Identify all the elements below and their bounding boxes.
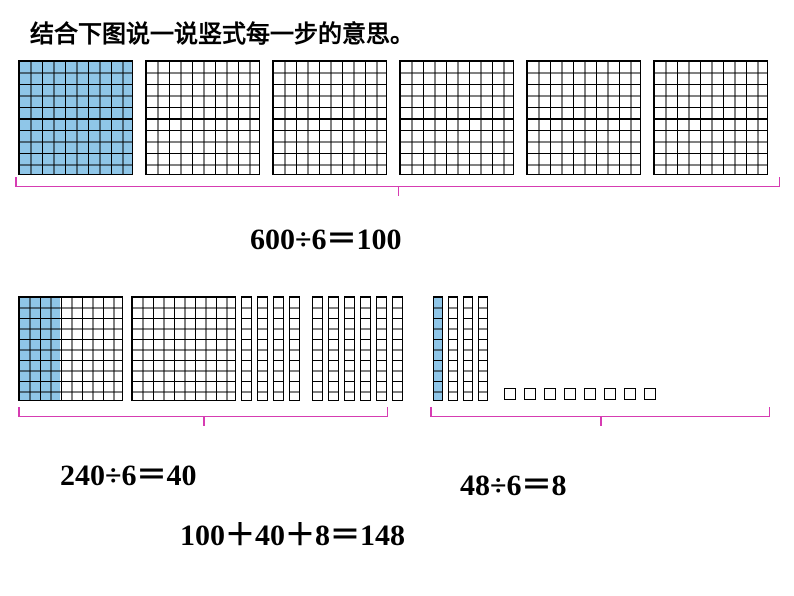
- brace-240: [18, 416, 388, 417]
- ten-strip: [478, 296, 488, 401]
- ten-strip: [312, 296, 323, 401]
- page-title: 结合下图说一说竖式每一步的意思。: [30, 14, 414, 49]
- ten-strip: [273, 296, 284, 401]
- unit-block: [604, 388, 616, 400]
- hundred-grid: [653, 60, 768, 175]
- brace-600: [15, 186, 780, 187]
- equation-600: 600÷6＝100: [250, 214, 401, 258]
- hundred-grid: [18, 60, 133, 175]
- unit-block: [564, 388, 576, 400]
- hundred-grid: [526, 60, 641, 175]
- unit-block: [644, 388, 656, 400]
- hundred-grid: [272, 60, 387, 175]
- ten-strip: [289, 296, 300, 401]
- grid-row-600: [18, 60, 768, 175]
- unit-block: [524, 388, 536, 400]
- unit-block: [584, 388, 596, 400]
- grid-row-240: [18, 296, 403, 401]
- unit-block: [504, 388, 516, 400]
- hundred-grid: [399, 60, 514, 175]
- ten-strip: [241, 296, 252, 401]
- equation-final: 100＋40＋8＝148: [180, 510, 405, 554]
- hundred-grid: [145, 60, 260, 175]
- grid-row-48: [430, 296, 656, 401]
- ten-strip: [448, 296, 458, 401]
- ten-strip: [344, 296, 355, 401]
- ten-strip: [392, 296, 403, 401]
- unit-block: [624, 388, 636, 400]
- ten-strip: [328, 296, 339, 401]
- hundred-grid-partial: [18, 296, 123, 401]
- equation-48: 48÷6＝8: [460, 460, 566, 504]
- ten-strip: [376, 296, 387, 401]
- ten-strip: [463, 296, 473, 401]
- equation-240: 240÷6＝40: [60, 450, 196, 494]
- ten-strip: [433, 296, 443, 401]
- hundred-grid: [131, 296, 236, 401]
- unit-block: [544, 388, 556, 400]
- brace-48: [430, 416, 770, 417]
- ten-strip: [257, 296, 268, 401]
- ten-strip: [360, 296, 371, 401]
